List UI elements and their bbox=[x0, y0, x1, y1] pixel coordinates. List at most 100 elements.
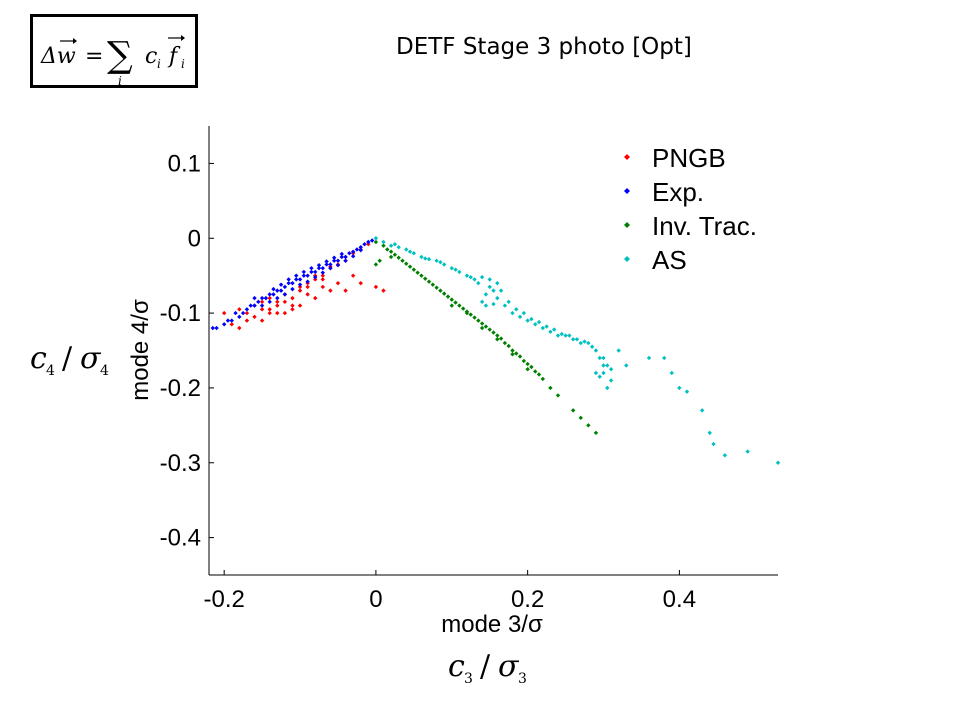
point-inv-trac bbox=[468, 312, 473, 317]
y-tick-label: -0.4 bbox=[160, 525, 201, 552]
point-inv-trac bbox=[472, 315, 477, 320]
point-as bbox=[479, 274, 485, 280]
x-tick-label: 0.2 bbox=[511, 586, 544, 613]
point-as bbox=[476, 280, 481, 286]
legend-marker-as bbox=[624, 256, 630, 262]
point-exp bbox=[313, 269, 318, 275]
point-as bbox=[540, 325, 546, 331]
point-inv-trac bbox=[438, 288, 443, 293]
point-pngb bbox=[313, 295, 318, 301]
point-as bbox=[483, 292, 489, 297]
point-as bbox=[464, 273, 470, 278]
point-as bbox=[570, 337, 576, 342]
point-exp bbox=[259, 295, 265, 301]
point-exp bbox=[358, 248, 363, 253]
formula-sum: ∑ bbox=[107, 35, 133, 76]
point-as bbox=[533, 322, 538, 327]
point-as bbox=[396, 245, 401, 250]
chart-axes: -0.2 0 0.2 0.4 0.1 0 -0.1 -0.2 -0.3 -0.4 bbox=[160, 126, 778, 613]
point-inv-trac bbox=[525, 367, 530, 372]
y-tick-label: 0.1 bbox=[168, 150, 201, 177]
point-exp bbox=[252, 295, 257, 301]
point-exp bbox=[278, 288, 284, 293]
point-as bbox=[624, 363, 629, 368]
point-inv-trac bbox=[495, 337, 500, 342]
point-inv-trac bbox=[373, 262, 379, 267]
point-exp bbox=[350, 249, 356, 254]
chart-legend: PNGB Exp. Inv. Trac. AS bbox=[624, 143, 757, 275]
point-as bbox=[426, 257, 432, 262]
point-as bbox=[483, 303, 489, 308]
point-exp bbox=[256, 299, 261, 305]
point-as bbox=[495, 280, 500, 286]
point-as bbox=[601, 355, 606, 361]
point-exp bbox=[267, 299, 272, 305]
point-as bbox=[616, 348, 621, 353]
point-as bbox=[392, 242, 398, 247]
point-pngb bbox=[313, 277, 318, 282]
point-pngb bbox=[267, 295, 272, 301]
legend-label-pngb: PNGB bbox=[652, 143, 726, 173]
point-pngb bbox=[297, 288, 303, 293]
point-exp bbox=[278, 282, 284, 287]
point-exp bbox=[305, 279, 310, 284]
point-exp bbox=[328, 262, 333, 267]
point-pngb bbox=[267, 307, 272, 312]
point-pngb bbox=[259, 307, 265, 312]
point-pngb bbox=[381, 288, 386, 293]
point-pngb bbox=[297, 284, 303, 290]
point-inv-trac bbox=[396, 255, 401, 260]
point-exp bbox=[294, 273, 299, 278]
point-as bbox=[555, 333, 561, 338]
legend-marker-inv-trac bbox=[624, 222, 630, 228]
point-pngb bbox=[267, 310, 272, 316]
point-as bbox=[423, 256, 428, 261]
legend-label-exp: Exp. bbox=[652, 177, 704, 207]
y-tick-label: -0.1 bbox=[160, 300, 201, 327]
point-as bbox=[472, 277, 477, 282]
point-as bbox=[407, 249, 413, 254]
point-as bbox=[468, 274, 473, 280]
x-axis-label: mode 3/σ bbox=[441, 611, 543, 638]
point-as bbox=[563, 333, 568, 338]
point-as bbox=[491, 288, 496, 293]
point-exp bbox=[343, 254, 348, 260]
point-pngb bbox=[350, 273, 356, 278]
point-exp bbox=[369, 238, 375, 243]
point-as bbox=[601, 370, 606, 376]
point-exp bbox=[331, 255, 337, 260]
point-as bbox=[525, 318, 530, 323]
point-exp bbox=[328, 265, 333, 271]
point-exp bbox=[335, 258, 341, 263]
point-exp bbox=[259, 303, 265, 308]
x-tick-label: 0.4 bbox=[663, 586, 696, 613]
point-pngb bbox=[290, 307, 295, 312]
point-inv-trac bbox=[483, 324, 489, 329]
point-as bbox=[536, 319, 542, 325]
point-inv-trac bbox=[514, 351, 519, 356]
formula-coef-index: i bbox=[157, 57, 161, 71]
point-pngb bbox=[259, 299, 265, 305]
y-tick-label: 0 bbox=[188, 225, 201, 252]
point-inv-trac bbox=[385, 247, 390, 252]
point-as bbox=[775, 460, 781, 465]
point-inv-trac bbox=[441, 291, 447, 296]
point-pngb bbox=[259, 318, 265, 323]
point-pngb bbox=[244, 310, 250, 316]
point-inv-trac bbox=[377, 258, 382, 263]
x-annotation-sigma-sub: 3 bbox=[518, 671, 527, 687]
point-inv-trac bbox=[540, 376, 546, 382]
point-pngb bbox=[275, 310, 280, 316]
point-as bbox=[586, 340, 591, 346]
point-pngb bbox=[305, 284, 310, 290]
point-exp bbox=[275, 295, 280, 301]
point-exp bbox=[294, 277, 299, 282]
point-exp bbox=[324, 262, 329, 267]
point-as bbox=[419, 254, 424, 260]
y-tick-label: -0.2 bbox=[160, 375, 201, 402]
point-exp bbox=[305, 273, 310, 278]
x-tick-label: 0 bbox=[369, 586, 382, 613]
point-as bbox=[521, 310, 527, 316]
point-as bbox=[453, 267, 458, 272]
point-as bbox=[551, 327, 557, 332]
